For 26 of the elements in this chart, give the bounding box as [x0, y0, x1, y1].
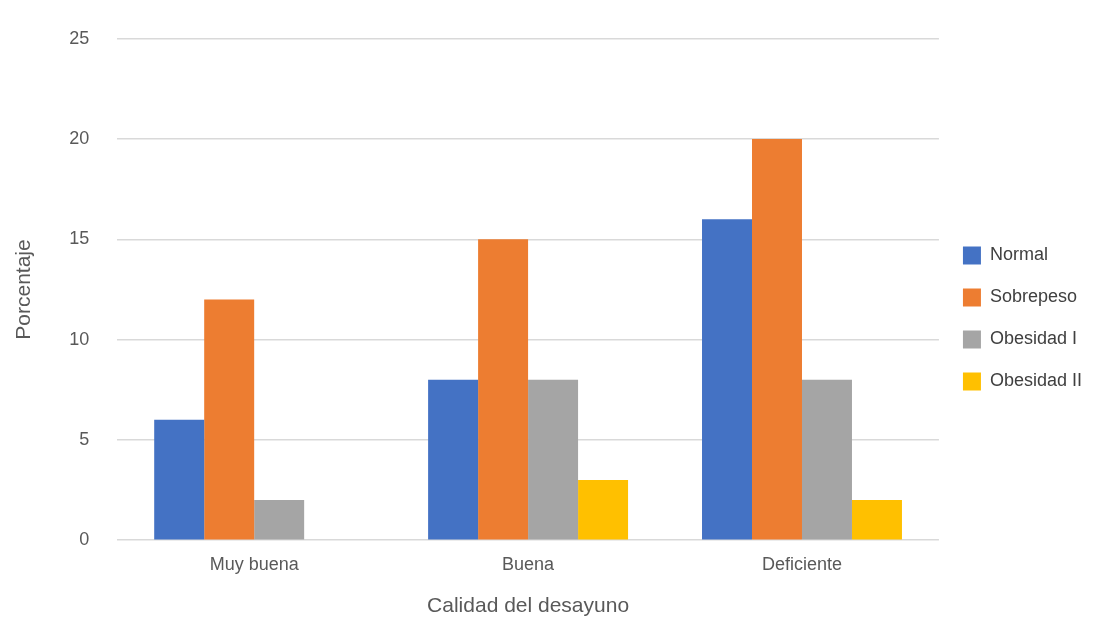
- y-axis-title: Porcentaje: [11, 239, 35, 340]
- y-tick-label: 20: [69, 128, 90, 149]
- bar: [752, 139, 802, 540]
- bar: [851, 500, 902, 540]
- bar: [801, 379, 852, 540]
- y-tick-label: 10: [69, 328, 90, 349]
- bar: [254, 500, 305, 540]
- y-tick-label: 0: [79, 529, 90, 550]
- bar: [702, 219, 752, 540]
- y-tick-label: 15: [69, 228, 90, 249]
- x-tick-label: Deficiente: [761, 553, 843, 574]
- y-tick-label: 25: [69, 27, 90, 48]
- legend-label: Sobrepeso: [989, 286, 1078, 307]
- legend-label: Obesidad II: [989, 370, 1083, 391]
- bar: [154, 419, 205, 540]
- bar: [578, 480, 629, 540]
- bar: [478, 239, 529, 540]
- bar: [204, 299, 255, 540]
- x-axis-title: Calidad del desayuno: [427, 593, 630, 617]
- y-tick-label: 5: [79, 428, 90, 449]
- x-tick-label: Muy buena: [209, 553, 300, 574]
- bar: [528, 379, 579, 540]
- x-tick-label: Buena: [502, 553, 556, 574]
- legend-label: Obesidad I: [989, 328, 1078, 349]
- bar: [428, 379, 479, 540]
- legend-label: Normal: [989, 244, 1048, 265]
